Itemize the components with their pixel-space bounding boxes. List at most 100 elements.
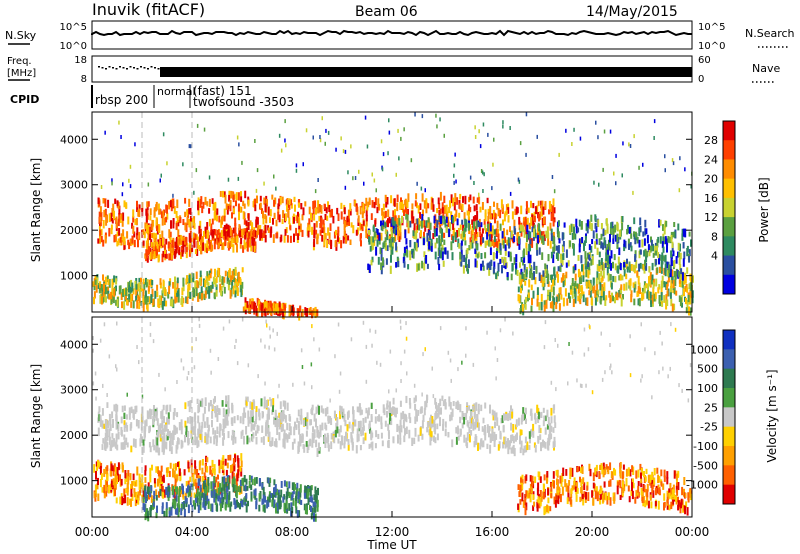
chart-cell	[476, 197, 479, 203]
chart-cell	[531, 297, 533, 306]
chart-cell	[571, 290, 574, 299]
chart-cell	[464, 224, 467, 232]
chart-cell	[103, 468, 106, 477]
chart-cell	[492, 209, 495, 218]
chart-cell	[527, 254, 530, 264]
chart-cell	[123, 434, 126, 440]
chart-cell	[392, 397, 395, 405]
chart-cell	[537, 227, 539, 233]
chart-cell	[310, 212, 312, 221]
chart-cell	[579, 271, 582, 279]
chart-cell	[172, 485, 175, 494]
chart-cell	[306, 445, 309, 454]
chart-cell	[209, 272, 212, 279]
chart-cell	[186, 216, 189, 226]
chart-cell	[550, 425, 553, 432]
chart-cell	[412, 252, 415, 259]
chart-cell	[644, 219, 647, 228]
chart-cell	[163, 287, 166, 296]
chart-cell	[278, 501, 281, 510]
chart-cell	[345, 431, 347, 440]
chart-cell	[461, 411, 464, 420]
chart-cell	[234, 484, 237, 492]
chart-cell	[535, 266, 538, 274]
chart-cell	[211, 281, 214, 289]
chart-cell	[594, 216, 597, 223]
chart-cell	[414, 427, 417, 437]
chart-cell	[234, 227, 237, 235]
chart-cell	[634, 235, 637, 245]
chart-cell	[534, 232, 537, 239]
chart-cell	[320, 205, 323, 214]
chart-cell	[609, 234, 611, 243]
chart-cell	[660, 292, 663, 301]
chart-cell	[175, 244, 178, 254]
chart-cell	[470, 430, 473, 436]
chart-cell	[526, 224, 529, 233]
chart-cell	[547, 289, 550, 296]
chart-cell	[536, 205, 539, 212]
chart-cell	[176, 412, 179, 418]
chart-cell	[643, 250, 646, 257]
chart-cell	[201, 492, 204, 498]
chart-cell	[602, 167, 604, 172]
chart-cell	[603, 237, 606, 246]
chart-cell	[661, 252, 664, 260]
chart-cell	[214, 411, 217, 418]
chart-cell	[220, 290, 223, 296]
chart-cell	[153, 242, 156, 250]
chart-cell	[117, 432, 120, 440]
chart-cell	[128, 178, 130, 183]
chart-cell	[337, 230, 340, 237]
chart-cell	[517, 177, 520, 182]
chart-cell	[113, 210, 115, 220]
chart-cell	[459, 203, 462, 210]
chart-cell	[243, 244, 246, 250]
chart-cell	[478, 192, 480, 197]
chart-cell	[464, 218, 467, 227]
chart-cell	[625, 282, 628, 291]
chart-cell	[592, 472, 595, 482]
chart-cell	[382, 242, 385, 249]
chart-cell	[123, 288, 126, 295]
chart-cell	[441, 228, 443, 238]
chart-cell	[227, 402, 230, 411]
chart-cell	[112, 467, 115, 476]
chart-cell	[247, 221, 250, 231]
chart-cell	[552, 471, 555, 479]
chart-cell	[436, 124, 438, 129]
chart-cell	[347, 170, 349, 175]
chart-cell	[357, 406, 360, 413]
chart-cell	[286, 198, 289, 205]
chart-cell	[149, 445, 152, 453]
chart-cell	[627, 467, 630, 477]
chart-cell	[360, 240, 362, 247]
chart-cell	[210, 503, 213, 512]
chart-cell	[357, 215, 360, 223]
chart-cell	[359, 445, 362, 451]
chart-cell	[589, 279, 592, 286]
chart-cell	[645, 262, 648, 271]
chart-cell	[370, 236, 373, 245]
chart-cell	[194, 281, 197, 290]
chart-cell	[285, 495, 288, 505]
chart-cell	[304, 307, 307, 316]
chart-cell	[525, 208, 528, 215]
chart-cell	[577, 295, 580, 302]
chart-cell	[543, 441, 546, 448]
chart-cell	[110, 295, 113, 305]
chart-cell	[600, 223, 603, 230]
chart-cell	[481, 426, 484, 432]
chart-cell	[178, 488, 181, 497]
chart-cell	[459, 416, 462, 424]
chart-cell	[239, 466, 242, 472]
chart-cell	[185, 278, 188, 285]
chart-cell	[169, 462, 172, 469]
chart-cell	[153, 251, 156, 260]
chart-cell	[231, 429, 234, 436]
chart-cell	[537, 200, 540, 207]
chart-cell	[188, 248, 191, 257]
chart-cell	[650, 245, 653, 252]
chart-cell	[135, 479, 138, 487]
chart-cell	[234, 282, 237, 288]
